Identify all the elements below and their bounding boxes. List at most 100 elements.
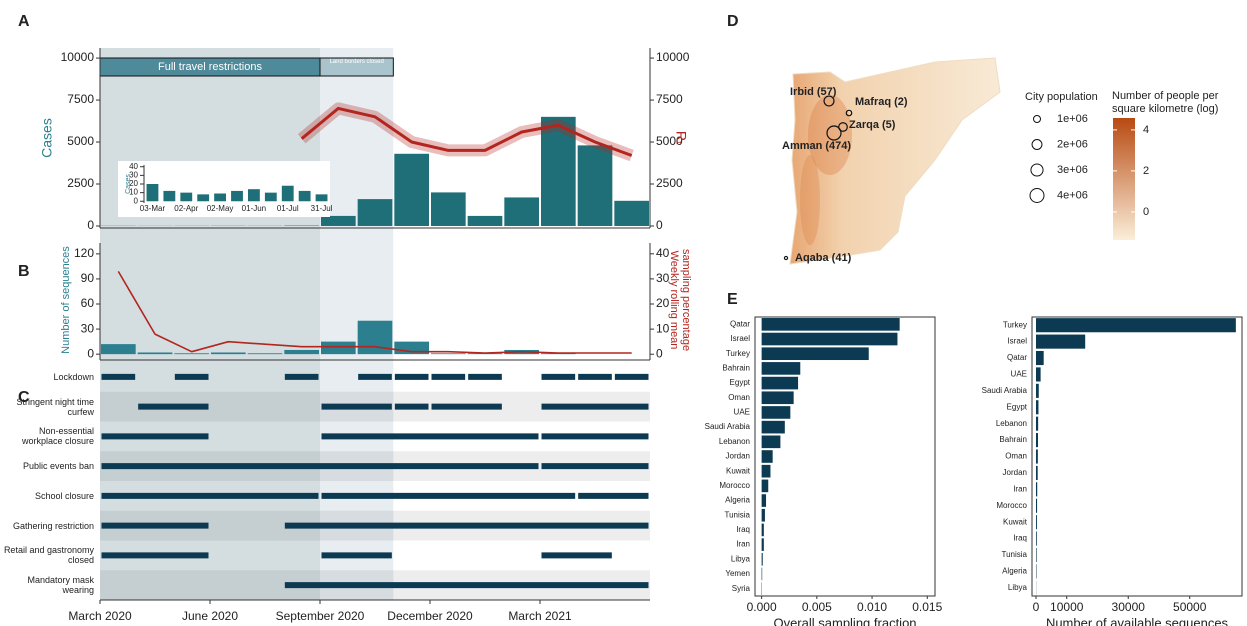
bar bbox=[247, 189, 260, 202]
bar bbox=[174, 353, 209, 355]
y-tick-label: 5000 bbox=[67, 134, 94, 148]
y-tick-label: 120 bbox=[74, 246, 94, 260]
city-label: Irbid (57) bbox=[790, 86, 837, 98]
bar bbox=[761, 479, 769, 493]
bar bbox=[357, 199, 393, 226]
period-label: Land borders closed bbox=[329, 59, 384, 65]
period-bar bbox=[321, 403, 392, 410]
color-bar bbox=[1113, 118, 1135, 240]
x-tick-label: 0 bbox=[1033, 600, 1040, 614]
bar bbox=[214, 193, 227, 202]
period-bar bbox=[468, 373, 502, 380]
line bbox=[300, 106, 633, 157]
bar bbox=[614, 200, 649, 226]
city-marker bbox=[845, 109, 853, 117]
period-bar bbox=[321, 433, 539, 440]
row-label: Lockdown bbox=[53, 371, 94, 382]
bar bbox=[1035, 416, 1039, 431]
city-label: Amman (474) bbox=[782, 140, 851, 152]
bar bbox=[137, 352, 173, 355]
bar bbox=[163, 190, 176, 202]
y-tick-label: 40 bbox=[656, 246, 670, 260]
y-tick-label: Syria bbox=[732, 584, 751, 593]
bar bbox=[504, 197, 539, 226]
y-tick-label: 0 bbox=[134, 196, 139, 205]
bar bbox=[761, 494, 767, 507]
y2-axis-label: Rₜ bbox=[673, 131, 689, 145]
y-tick-label: Iran bbox=[736, 540, 750, 549]
bar bbox=[101, 344, 136, 355]
y-tick-label: Algeria bbox=[725, 496, 750, 505]
bar bbox=[577, 145, 613, 226]
y-tick-label: Morocco bbox=[996, 501, 1027, 510]
period-bar bbox=[101, 522, 209, 529]
period-bar bbox=[101, 433, 209, 440]
density-area bbox=[800, 155, 820, 245]
y-tick-label: 20 bbox=[656, 296, 670, 310]
y-axis-label: Number of sequences bbox=[60, 246, 72, 354]
x-tick-label: December 2020 bbox=[387, 609, 473, 623]
period-label: Full travel restrictions bbox=[158, 61, 262, 73]
y-tick-label: 0 bbox=[656, 346, 663, 360]
y-tick-label: 5000 bbox=[656, 134, 683, 148]
y-tick-label: Iran bbox=[1013, 484, 1027, 493]
bar bbox=[761, 450, 773, 463]
bar bbox=[264, 192, 277, 202]
city-label: Aqaba (41) bbox=[795, 252, 852, 264]
bar bbox=[467, 215, 503, 226]
color-tick-label: 2 bbox=[1143, 165, 1149, 177]
bar bbox=[761, 538, 764, 551]
x-tick-label: 10000 bbox=[1050, 600, 1084, 614]
city-marker bbox=[826, 125, 842, 141]
bar bbox=[146, 184, 159, 202]
period-bar bbox=[541, 463, 649, 470]
y-tick-label: Egypt bbox=[730, 378, 751, 387]
bar bbox=[431, 192, 466, 226]
y-tick-label: Oman bbox=[728, 393, 750, 402]
bar bbox=[1035, 367, 1041, 382]
bar bbox=[761, 347, 869, 361]
y-tick-label: Lebanon bbox=[719, 437, 750, 446]
y-tick-label: 10 bbox=[129, 188, 138, 197]
period-bar bbox=[541, 373, 576, 380]
y-tick-label: 2500 bbox=[656, 176, 683, 190]
bar bbox=[284, 349, 319, 355]
period-bar bbox=[394, 373, 429, 380]
city-marker bbox=[823, 95, 835, 107]
y-tick-label: UAE bbox=[1011, 370, 1027, 379]
legend-label: 3e+06 bbox=[1057, 164, 1088, 176]
color-tick-label: 0 bbox=[1143, 206, 1149, 218]
x-axis-label: Number of available sequences bbox=[1046, 615, 1229, 626]
y-tick-label: Oman bbox=[1005, 452, 1027, 461]
row-label: School closure bbox=[34, 490, 94, 501]
y-tick-label: 30 bbox=[656, 271, 670, 285]
bar bbox=[315, 194, 328, 202]
y-tick-label: Egypt bbox=[1007, 402, 1028, 411]
bar bbox=[1035, 400, 1039, 415]
city-label: Zarqa (5) bbox=[849, 119, 896, 131]
bar bbox=[1035, 334, 1086, 349]
bar bbox=[231, 190, 243, 202]
row-label: Non-essential workplace closure bbox=[21, 426, 94, 447]
y2-axis-label: sampling percentage bbox=[680, 249, 692, 351]
x-tick-label: 30000 bbox=[1112, 600, 1146, 614]
y-tick-label: Qatar bbox=[1007, 353, 1027, 362]
legend-label: 2e+06 bbox=[1057, 138, 1088, 150]
bar bbox=[761, 376, 799, 390]
bar bbox=[1035, 531, 1037, 546]
period-bar bbox=[321, 552, 392, 559]
y-tick-label: 0 bbox=[87, 346, 94, 360]
bar bbox=[1035, 482, 1038, 497]
period-bar bbox=[138, 403, 209, 410]
bar bbox=[761, 318, 900, 331]
bar bbox=[431, 353, 466, 355]
period-bar bbox=[101, 552, 209, 559]
y-tick-label: 0 bbox=[656, 218, 663, 232]
bar bbox=[1035, 433, 1038, 448]
x-tick-label: 0.000 bbox=[747, 600, 777, 614]
y-tick-label: Tunisia bbox=[1002, 550, 1028, 559]
x-tick-label: September 2020 bbox=[276, 609, 365, 623]
x-tick-label: 50000 bbox=[1173, 600, 1207, 614]
y-tick-label: 10 bbox=[656, 321, 670, 335]
